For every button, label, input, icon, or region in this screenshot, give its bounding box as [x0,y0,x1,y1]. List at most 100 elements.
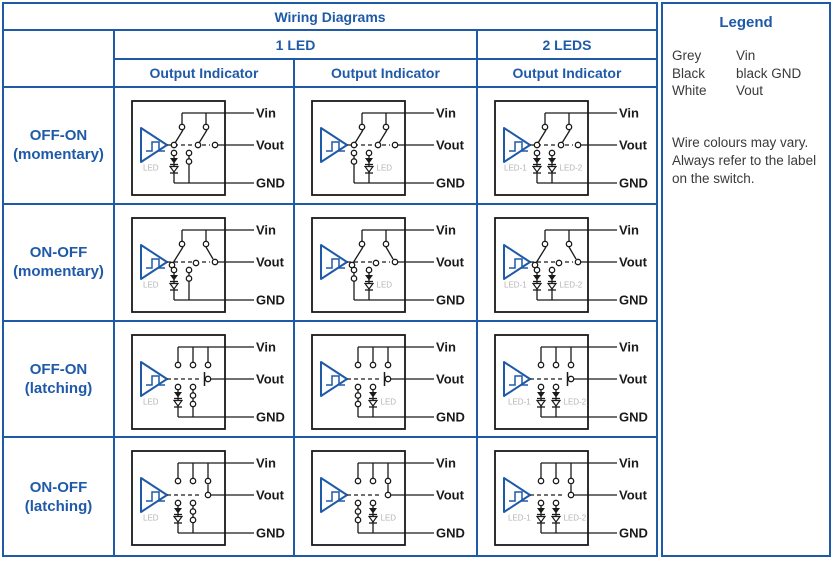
pulse-trigger-icon [320,360,348,397]
vout-label: Vout [436,488,465,503]
pivot-terminal-icon [557,141,565,149]
diagram-off-on-latching-1led-a: Vin Vout GND LED [115,321,295,439]
contact-terminal-icon [189,477,197,485]
contact-terminal-icon [350,274,358,282]
vin-label: Vin [436,456,456,471]
pivot-terminal-icon [555,259,563,267]
contact-terminal-icon [565,240,573,248]
pulse-trigger-icon [503,127,531,163]
contact-terminal-icon [174,499,182,507]
pulse-waveform-icon [509,258,528,269]
legend-entry-colour: Grey [672,48,702,63]
pulse-waveform-icon [509,491,528,502]
contact-terminal-icon [369,477,377,485]
switch-blade [568,246,577,260]
led-diode-icon [531,165,543,174]
row-label-name: OFF-ON [29,360,88,378]
vout-terminal-icon [204,491,212,499]
led-diode-icon [535,399,547,407]
led-2-label: LED-2 [564,397,587,406]
contact-terminal-icon [170,149,178,157]
contact-terminal-icon [537,361,545,368]
switch-body-box [131,100,226,196]
gnd-label: GND [619,526,648,541]
contact-terminal-icon [533,266,541,274]
row-label-type: (momentary) [13,146,104,164]
vout-label: Vout [256,488,285,503]
pulse-waveform-icon [146,258,165,269]
led-label: LED [143,514,159,523]
corner-cell [4,31,115,88]
column-group-2-leds: 2 LEDS [478,31,656,60]
contact-terminal-icon [552,499,560,507]
contact-terminal-icon [354,508,362,516]
legend-note: Wire colours may vary. Always refer to t… [672,134,817,186]
contact-terminal-icon [174,383,182,390]
pulse-trigger-icon [140,360,168,397]
diagram-on-off-latching-2leds: Vin Vout GND LED-1 LED-2 [478,438,656,555]
table-title: Wiring Diagrams [4,4,656,31]
vout-terminal-icon [391,141,399,149]
switch-blade [352,246,364,264]
contact-terminal-icon [567,477,575,485]
circuit-diagram-svg: Vin Vout GND LED [131,450,285,547]
circuit-diagram-svg: Vin Vout GND LED [131,100,285,196]
vout-terminal-icon [384,491,392,499]
vout-label: Vout [619,488,648,503]
contact-terminal-icon [170,266,178,274]
led-diode-icon [365,158,373,164]
circuit-diagram-svg: Vin Vout GND LED-1 LED-2 [494,333,648,430]
pulse-waveform-icon [509,141,528,152]
pulse-trigger-icon [503,243,531,280]
contact-terminal-icon [369,361,377,368]
contact-terminal-icon [552,361,560,368]
vout-label: Vout [619,371,648,386]
contact-terminal-icon [537,499,545,507]
vout-terminal-icon [211,141,219,149]
vout-terminal-icon [574,141,582,149]
contact-terminal-icon [202,123,210,131]
switch-body-box [494,450,589,547]
contact-terminal-icon [369,499,377,507]
contact-terminal-icon [354,361,362,368]
vout-terminal-icon [211,258,219,266]
contact-terminal-icon [384,477,392,485]
pulse-trigger-icon [140,477,168,514]
led-2-label: LED-2 [564,514,587,523]
vout-terminal-icon [204,375,212,382]
pulse-waveform-icon [326,491,345,502]
led-diode-icon [172,399,184,407]
led-label: LED [377,280,393,289]
contact-terminal-icon [185,158,193,165]
switch-body-box [311,450,406,547]
contact-terminal-icon [189,383,197,390]
led-diode-icon [369,391,377,397]
vout-terminal-icon [574,258,582,266]
diagram-on-off-momentary-1led-a: Vin Vout GND LED [115,204,295,322]
contact-terminal-icon [354,383,362,390]
contact-terminal-icon [178,240,186,248]
pivot-terminal-icon [194,141,202,149]
contact-terminal-icon [189,516,197,524]
legend-entry-signal: Vin [736,48,756,63]
contact-terminal-icon [174,361,182,368]
contact-terminal-icon [358,123,366,131]
contact-terminal-icon [189,508,197,516]
contact-terminal-icon [565,123,573,131]
row-label-on-off-latching: ON-OFF (latching) [4,438,115,555]
row-label-name: OFF-ON [29,127,88,145]
column-group-1-led: 1 LED [115,31,478,60]
contact-terminal-icon [354,516,362,524]
led-1-label: LED-1 [504,164,527,173]
vout-terminal-icon [384,375,392,382]
diagram-on-off-latching-1led-b: Vin Vout GND LED [295,438,478,555]
circuit-diagram-svg: Vin Vout GND LED [311,216,465,313]
pivot-terminal-icon [372,259,380,267]
contact-terminal-icon [189,391,197,399]
circuit-diagram-svg: Vin Vout GND LED-1 LED-2 [494,216,648,313]
vout-label: Vout [436,371,465,386]
led-diode-icon [548,158,556,164]
gnd-label: GND [256,292,285,307]
led-label: LED [381,514,397,523]
switch-body-box [494,333,589,430]
